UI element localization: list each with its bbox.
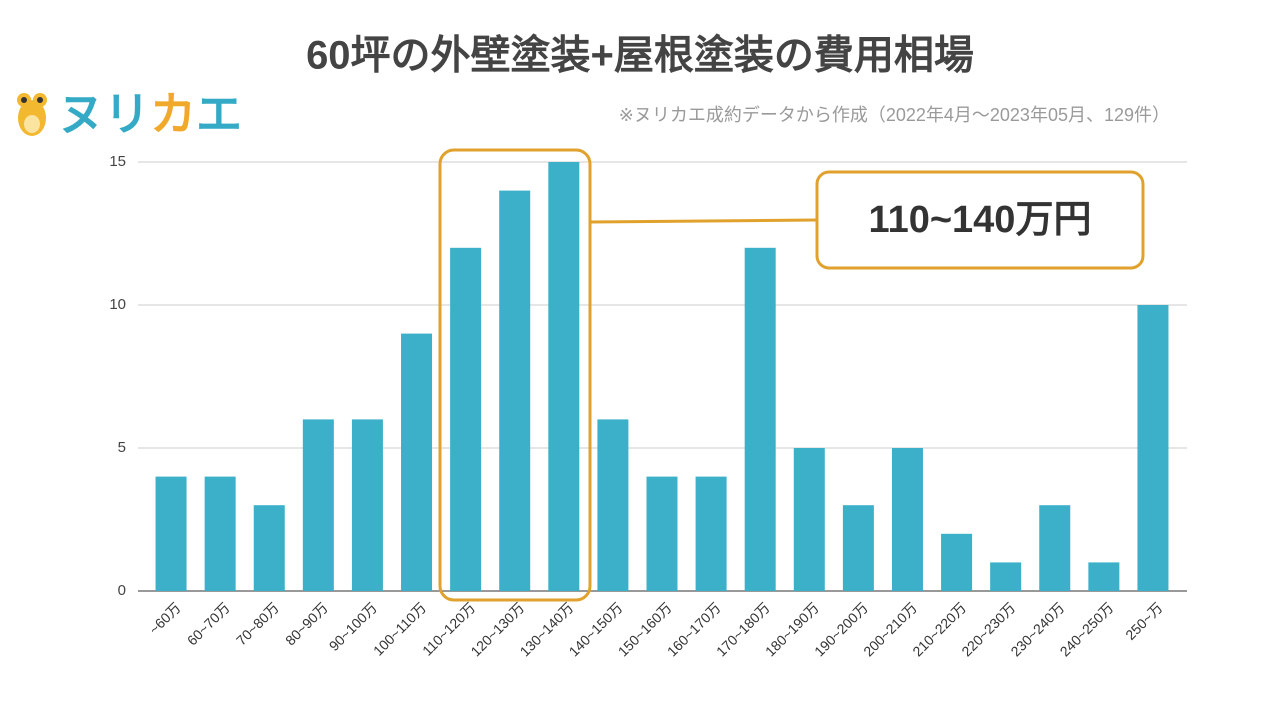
bar [401,333,433,591]
y-tick-label: 5 [118,439,126,456]
x-tick-label: 60~70万 [184,599,233,648]
bar [941,533,973,591]
y-tick-label: 10 [109,296,126,313]
bar [1039,505,1071,591]
x-tick-label: 250~万 [1122,599,1166,643]
bar [990,562,1022,591]
bar [1137,305,1169,591]
bar [891,448,923,591]
bar [155,476,187,591]
annotation-connector [589,218,818,224]
x-tick-label: 70~80万 [233,599,282,648]
x-tick-label: 240~250万 [1057,599,1117,659]
x-tick-label: 80~90万 [282,599,331,648]
bar [351,419,383,591]
bar [842,505,874,591]
logo-part: エ [196,88,242,140]
bar [548,162,580,591]
bar [744,247,776,592]
x-tick-label: ~60万 [146,599,184,637]
bar [597,419,629,591]
bar [253,505,285,591]
logo: ヌリカエ [58,88,242,140]
logo-icon [17,93,47,136]
bar [1088,562,1120,591]
bar [204,476,236,591]
bar [793,448,825,591]
logo-part: ヌリ [58,88,150,140]
bar [450,247,482,592]
bar [302,419,334,591]
chart-subtitle: ※ヌリカエ成約データから作成（2022年4月～2023年05月、129件） [619,105,1170,125]
chart-title: 60坪の外壁塗装+屋根塗装の費用相場 [306,33,974,78]
highlight-box [438,148,592,602]
annotation-text: 110~140万円 [869,199,1092,241]
bar [499,190,531,591]
annotation-box [815,170,1145,270]
logo-part: カ [150,88,196,140]
bar [646,476,678,591]
y-tick-label: 0 [118,582,126,599]
y-tick-label: 15 [109,153,126,170]
bar [695,476,727,591]
